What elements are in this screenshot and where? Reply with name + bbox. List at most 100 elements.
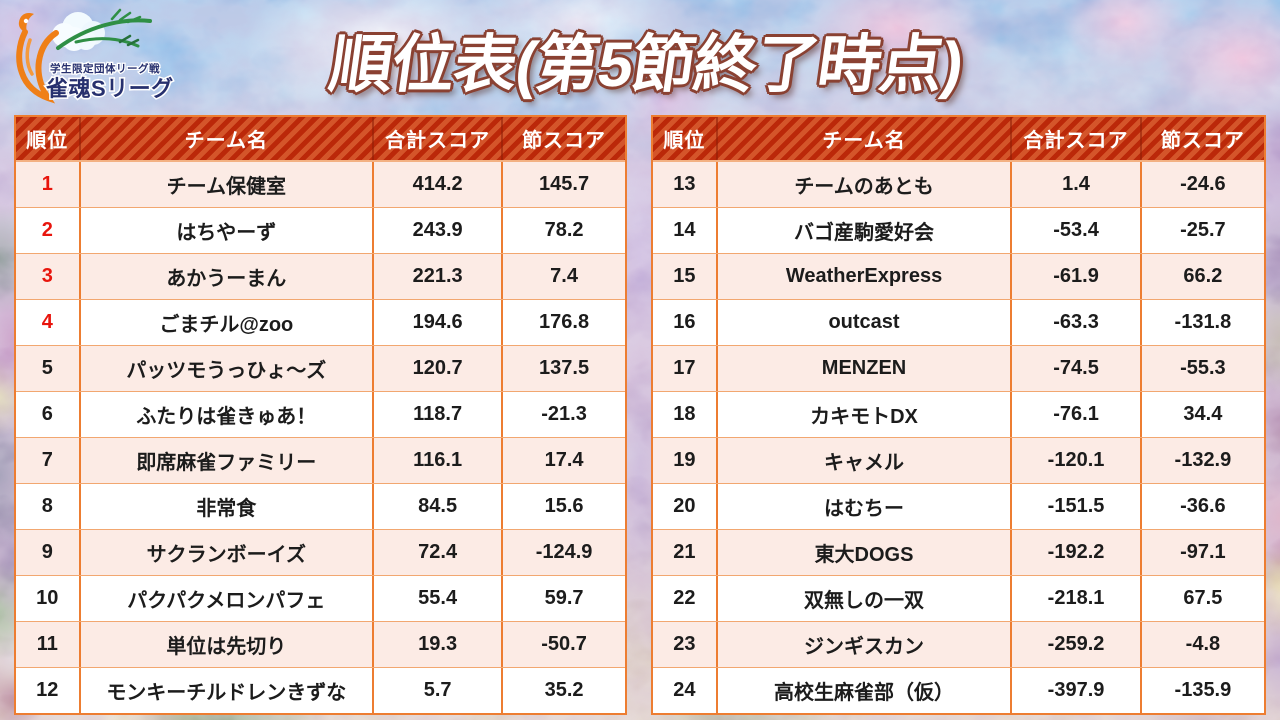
total-score-cell: 19.3	[374, 622, 504, 667]
total-score-cell: 116.1	[374, 438, 504, 483]
team-name-cell: モンキーチルドレンきずな	[81, 668, 375, 713]
table-row: 4 ごまチル@zoo 194.6 176.8	[16, 299, 625, 345]
round-score-cell: 15.6	[544, 495, 584, 517]
rank-cell: 10	[16, 576, 81, 621]
total-score-cell: 1.4	[1012, 162, 1142, 207]
total-score-cell: 243.9	[374, 208, 504, 253]
rank-cell: 11	[16, 622, 81, 667]
round-score-cell: 17.4	[544, 449, 584, 471]
round-score-cell: 67.5	[1183, 587, 1223, 609]
table-row: 10 パクパクメロンパフェ 55.4 59.7	[16, 575, 625, 621]
total-score-cell: -76.1	[1012, 392, 1142, 437]
team-name-cell: 非常食	[81, 484, 375, 529]
rank-cell: 16	[653, 300, 718, 345]
rank-cell: 6	[16, 392, 81, 437]
table-row: 5 パッツモうっひょ〜ズ 120.7 137.5	[16, 345, 625, 391]
total-score-cell: -53.4	[1012, 208, 1142, 253]
round-score-cell: 145.7	[539, 173, 590, 195]
rank-cell: 4	[16, 300, 81, 345]
round-score-cell: -132.9	[1174, 449, 1232, 471]
table-row: 13 チームのあとも 1.4 -24.6	[653, 162, 1264, 207]
table-row: 16 outcast -63.3 -131.8	[653, 299, 1264, 345]
table-row: 19 キャメル -120.1 -132.9	[653, 437, 1264, 483]
round-score-cell: -124.9	[535, 541, 593, 563]
total-score-cell: -192.2	[1012, 530, 1142, 575]
team-name-cell: 双無しの一双	[718, 576, 1013, 621]
total-score-cell: -120.1	[1012, 438, 1142, 483]
table-row: 2 はちやーず 243.9 78.2	[16, 207, 625, 253]
rank-cell: 13	[653, 162, 718, 207]
round-score-cell: -131.8	[1174, 311, 1232, 333]
header-round-score: 節スコア	[1160, 130, 1245, 152]
team-name-cell: あかうーまん	[81, 254, 375, 299]
team-name-cell: はむちー	[718, 484, 1013, 529]
team-name-cell: WeatherExpress	[718, 254, 1013, 299]
rank-cell: 2	[16, 208, 81, 253]
total-score-cell: -63.3	[1012, 300, 1142, 345]
team-name-cell: 単位は先切り	[81, 622, 375, 667]
table-row: 14 バゴ産駒愛好会 -53.4 -25.7	[653, 207, 1264, 253]
rank-cell: 14	[653, 208, 718, 253]
total-score-cell: -218.1	[1012, 576, 1142, 621]
total-score-cell: 414.2	[374, 162, 504, 207]
header-rank: 順位	[16, 117, 81, 160]
header-rank: 順位	[653, 117, 718, 160]
table-row: 3 あかうーまん 221.3 7.4	[16, 253, 625, 299]
table-row: 15 WeatherExpress -61.9 66.2	[653, 253, 1264, 299]
rank-cell: 21	[653, 530, 718, 575]
rank-cell: 1	[16, 162, 81, 207]
table-row: 9 サクランボーイズ 72.4 -124.9	[16, 529, 625, 575]
logo-subtitle: 学生限定団体リーグ戦	[50, 62, 160, 75]
total-score-cell: -397.9	[1012, 668, 1142, 713]
total-score-cell: -61.9	[1012, 254, 1142, 299]
table-row: 17 MENZEN -74.5 -55.3	[653, 345, 1264, 391]
table-row: 21 東大DOGS -192.2 -97.1	[653, 529, 1264, 575]
round-score-cell: 59.7	[544, 587, 584, 609]
table-row: 6 ふたりは雀きゅあ！ 118.7 -21.3	[16, 391, 625, 437]
team-name-cell: 高校生麻雀部（仮）	[718, 668, 1013, 713]
team-name-cell: パッツモうっひょ〜ズ	[81, 346, 375, 391]
round-score-cell: -55.3	[1180, 357, 1226, 379]
table-body-right: 13 チームのあとも 1.4 -24.6 14 バゴ産駒愛好会 -53.4 -25.7 15 We…	[653, 162, 1264, 713]
rank-cell: 24	[653, 668, 718, 713]
rank-cell: 22	[653, 576, 718, 621]
table-header-row: 順位 チーム名 合計スコア 節スコア	[16, 117, 625, 162]
total-score-cell: 120.7	[374, 346, 504, 391]
rank-cell: 20	[653, 484, 718, 529]
header-total-score: 合計スコア	[1012, 117, 1142, 160]
round-score-cell: 176.8	[539, 311, 590, 333]
round-score-cell: 35.2	[544, 679, 584, 701]
standings-table-right: 順位 チーム名 合計スコア 節スコア 13 チームのあとも 1.4 -24.6 14 バゴ…	[651, 115, 1266, 715]
rank-cell: 17	[653, 346, 718, 391]
round-score-cell: -50.7	[541, 633, 587, 655]
rank-cell: 5	[16, 346, 81, 391]
round-score-cell: 78.2	[544, 219, 584, 241]
header-team-name: チーム名	[718, 117, 1013, 160]
round-score-cell: -135.9	[1174, 679, 1232, 701]
team-name-cell: バゴ産駒愛好会	[718, 208, 1013, 253]
team-name-cell: チームのあとも	[718, 162, 1013, 207]
header-team-name: チーム名	[81, 117, 375, 160]
rank-cell: 3	[16, 254, 81, 299]
round-score-cell: 34.4	[1183, 403, 1223, 425]
round-score-cell: -36.6	[1180, 495, 1226, 517]
team-name-cell: キャメル	[718, 438, 1013, 483]
table-row: 20 はむちー -151.5 -36.6	[653, 483, 1264, 529]
rank-cell: 8	[16, 484, 81, 529]
total-score-cell: -151.5	[1012, 484, 1142, 529]
rank-cell: 23	[653, 622, 718, 667]
round-score-cell: -24.6	[1180, 173, 1226, 195]
rank-cell: 15	[653, 254, 718, 299]
team-name-cell: ふたりは雀きゅあ！	[81, 392, 375, 437]
total-score-cell: 221.3	[374, 254, 504, 299]
table-body-left: 1 チーム保健室 414.2 145.7 2 はちやーず 243.9 78.2 3 あかうーまん 2…	[16, 162, 625, 713]
table-row: 1 チーム保健室 414.2 145.7	[16, 162, 625, 207]
round-score-cell: 137.5	[539, 357, 590, 379]
team-name-cell: はちやーず	[81, 208, 375, 253]
league-logo: 学生限定団体リーグ戦 雀魂Sリーグ	[16, 6, 176, 110]
total-score-cell: -74.5	[1012, 346, 1142, 391]
standings-table-left: 順位 チーム名 合計スコア 節スコア 1 チーム保健室 414.2 145.7 2 はちや…	[14, 115, 627, 715]
total-score-cell: -259.2	[1012, 622, 1142, 667]
rank-cell: 7	[16, 438, 81, 483]
team-name-cell: 東大DOGS	[718, 530, 1013, 575]
